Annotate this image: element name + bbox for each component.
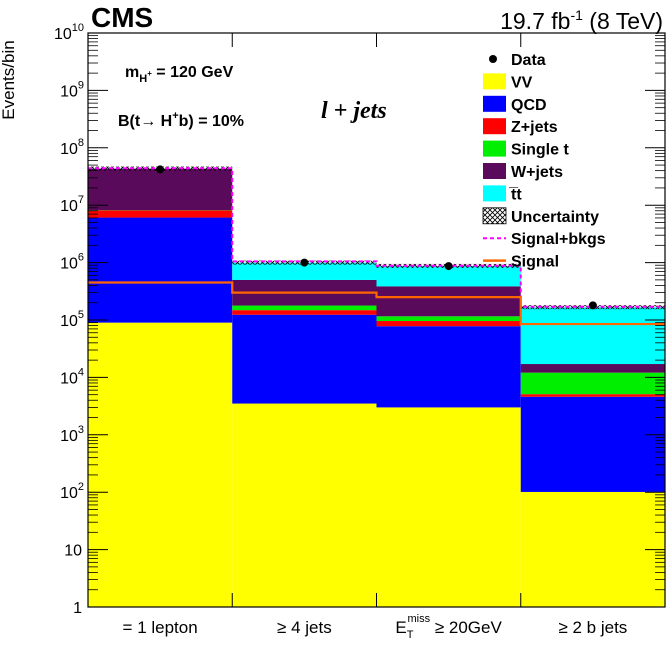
experiment-label: CMS <box>91 2 153 33</box>
data-layer <box>156 165 597 310</box>
bar-qcd-3 <box>520 396 665 492</box>
x-tick-label-1: ≥ 4 jets <box>277 618 332 637</box>
y-tick-label: 1 <box>73 600 82 617</box>
legend-entry-2: QCD <box>483 95 547 114</box>
legend-entry-5: W+jets <box>483 163 563 181</box>
x-axis: = 1 lepton ≥ 4 jets ETmiss ≥ 20GeV ≥ 2 b je… <box>87 33 666 641</box>
bar-zjets-3 <box>520 394 665 397</box>
legend-label: Data <box>511 52 546 69</box>
luminosity-label: 19.7 fb-1 (8 TeV) <box>500 7 663 34</box>
bar-vv-3 <box>520 491 665 607</box>
legend-swatch <box>483 140 506 157</box>
legend-entry-7: Uncertainty <box>482 207 599 226</box>
data-point-1 <box>300 258 309 267</box>
y-axis: 1 10 102 103 104 105 106 107 108 109 1010 <box>54 22 665 617</box>
branching-annotation: B(t→ H+b) = 10% <box>118 110 244 130</box>
bar-wjets-2 <box>376 286 521 317</box>
y-axis-label: Events/bin <box>0 40 18 119</box>
line-layer <box>88 167 665 326</box>
legend-marker-data <box>489 55 497 63</box>
x-tick-label-0: = 1 lepton <box>123 618 198 637</box>
legend-label: W+jets <box>511 164 563 181</box>
y-tick-label: 108 <box>60 137 84 158</box>
legend-entry-9: Signal <box>483 254 559 271</box>
bar-vv-2 <box>376 407 521 607</box>
legend-swatch <box>483 95 506 112</box>
bar-qcd-1 <box>232 314 377 404</box>
legend-entry-0: Data <box>489 52 546 69</box>
legend: Data VV QCD Z+jets Single t W+jets t̅t Uncertai… <box>482 52 606 271</box>
data-point-2 <box>444 262 453 271</box>
legend-label: Single t <box>511 142 569 159</box>
legend-entry-4: Single t <box>483 140 569 159</box>
legend-entry-1: VV <box>483 73 533 91</box>
y-tick-label: 104 <box>60 366 84 387</box>
y-tick-label: 1010 <box>54 22 84 43</box>
y-tick-label: 106 <box>60 252 84 273</box>
y-tick-label: 109 <box>60 79 84 100</box>
legend-label: QCD <box>511 97 547 114</box>
bar-singlet-3 <box>520 372 665 395</box>
y-tick-label: 102 <box>60 481 84 502</box>
bar-zjets-2 <box>376 321 521 327</box>
bar-tt-2 <box>376 265 521 287</box>
y-tick-label: 10 <box>64 543 82 560</box>
legend-label: Signal <box>511 254 559 271</box>
legend-label: Uncertainty <box>511 209 599 226</box>
legend-swatch <box>483 73 506 90</box>
y-tick-label: 103 <box>60 424 84 445</box>
y-tick-label: 107 <box>60 194 84 215</box>
bar-zjets-0 <box>88 210 233 218</box>
channel-annotation: l + jets <box>321 98 387 124</box>
bar-singlet-2 <box>376 316 521 322</box>
legend-label: Signal+bkgs <box>511 231 606 248</box>
legend-entry-6: t̅t <box>483 185 522 203</box>
data-point-0 <box>156 165 165 174</box>
bar-tt-1 <box>232 262 377 280</box>
x-tick-label-2: ETmiss ≥ 20GeV <box>395 613 502 641</box>
legend-entry-3: Z+jets <box>483 118 558 136</box>
bar-wjets-0 <box>88 168 233 211</box>
legend-swatch <box>483 163 506 179</box>
stack-layer <box>88 166 665 607</box>
legend-label: VV <box>511 74 533 91</box>
bar-wjets-3 <box>520 364 665 373</box>
signal-line <box>88 281 665 326</box>
bar-vv-1 <box>232 403 377 607</box>
bar-vv-0 <box>88 322 233 607</box>
legend-entry-8: Signal+bkgs <box>483 231 606 248</box>
bar-qcd-0 <box>88 217 233 323</box>
x-tick-label-3: ≥ 2 b jets <box>558 618 627 637</box>
data-point-3 <box>588 301 597 310</box>
legend-swatch-hatch <box>482 207 507 225</box>
legend-swatch <box>483 118 506 135</box>
bar-zjets-1 <box>232 310 377 315</box>
bar-tt-3 <box>520 307 665 365</box>
bar-singlet-1 <box>232 305 377 311</box>
legend-label: t̅t <box>509 186 523 203</box>
bar-qcd-2 <box>376 326 521 408</box>
legend-label: Z+jets <box>511 119 558 136</box>
legend-swatch <box>483 185 506 202</box>
y-tick-label: 105 <box>60 309 84 330</box>
mass-annotation: mH+ = 120 GeV <box>125 64 234 85</box>
